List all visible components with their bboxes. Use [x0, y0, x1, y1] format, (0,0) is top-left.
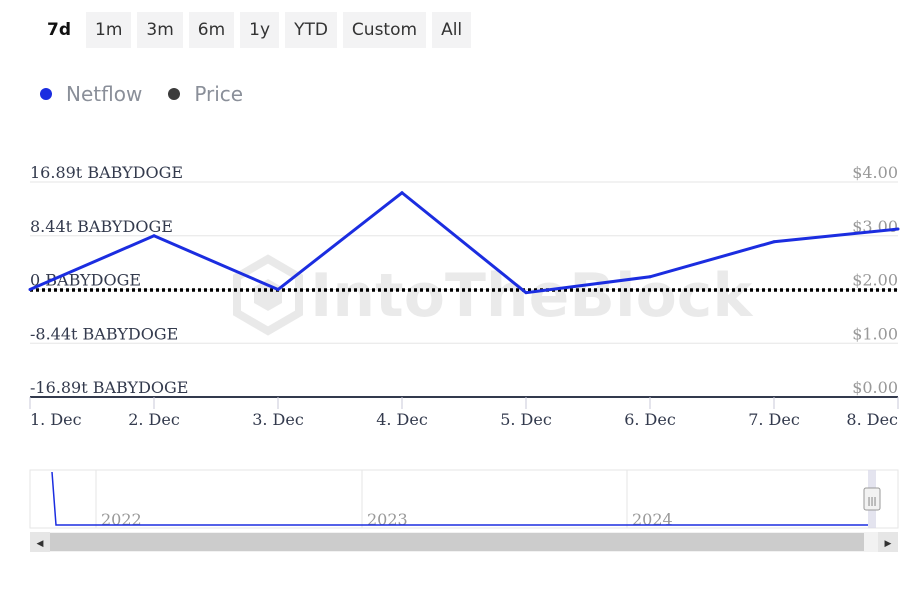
series-layer [28, 190, 900, 295]
x-tick-label: 2. Dec [128, 410, 180, 429]
range-button-7d[interactable]: 7d [38, 12, 80, 48]
legend-item-netflow[interactable]: Netflow [40, 82, 142, 106]
legend-marker-price [168, 88, 181, 100]
scroll-right-arrow-icon: ▶ [885, 539, 892, 549]
range-button-1m[interactable]: 1m [86, 12, 132, 48]
y-axis-left-labels: 16.89t BABYDOGE 8.44t BABYDOGE 0 BABYDOGE -… [30, 163, 188, 397]
scroll-right-button[interactable] [878, 532, 898, 552]
y-right-tick-label: $4.00 [852, 163, 898, 182]
legend-label-netflow: Netflow [66, 82, 143, 106]
netflow-chart: IntoTheBlock 16.89t BABYDOGE 8.44t BABYDO… [28, 163, 900, 429]
navigator-handle[interactable] [863, 487, 881, 511]
chart-legend: Netflow Price [40, 82, 243, 106]
netflow-line [29, 190, 899, 295]
legend-label-price: Price [194, 82, 244, 106]
scrollbar-thumb[interactable] [50, 533, 864, 551]
range-button-custom[interactable]: Custom [342, 12, 427, 48]
x-axis: 1. Dec 2. Dec 3. Dec 4. Dec 5. Dec 6. Dec 7. D… [29, 396, 899, 429]
navigator-frame [29, 469, 899, 529]
navigator-year-label: 2023 [367, 510, 408, 529]
watermark: IntoTheBlock [233, 254, 754, 336]
y-axis-right-labels: $4.00$3.00$2.00$1.00$0.00 [852, 163, 898, 397]
x-tick-label: 1. Dec [30, 410, 82, 429]
x-tick-label: 8. Dec [846, 410, 898, 429]
netflow-point [28, 288, 32, 291]
netflow-point [524, 291, 528, 295]
y-left-tick-label: 16.89t BABYDOGE [30, 163, 183, 182]
y-left-tick-label: -16.89t BABYDOGE [30, 378, 188, 397]
legend-marker-netflow [40, 88, 52, 100]
range-button-3m[interactable]: 3m [137, 12, 183, 48]
range-button-6m[interactable]: 6m [188, 12, 235, 48]
range-selector: 7d 1m 3m 6m 1y YTD Custom All [38, 12, 472, 48]
y-right-tick-label: $0.00 [852, 378, 898, 397]
x-tick-label: 6. Dec [624, 410, 676, 429]
range-button-ytd[interactable]: YTD [285, 12, 337, 48]
watermark-text: IntoTheBlock [310, 261, 754, 331]
navigator[interactable]: 2022 2023 2024 ||| ◀ ▶ [0, 460, 914, 560]
netflow-point [896, 227, 900, 231]
x-tick-label: 7. Dec [748, 410, 800, 429]
y-right-tick-label: $2.00 [852, 271, 898, 290]
y-left-tick-label: 0 BABYDOGE [30, 271, 141, 290]
range-button-all[interactable]: All [432, 12, 472, 48]
netflow-point [400, 191, 404, 195]
scroll-left-button[interactable] [30, 532, 50, 552]
netflow-point [276, 288, 280, 291]
legend-item-price[interactable]: Price [168, 82, 243, 106]
range-button-1y[interactable]: 1y [240, 12, 280, 48]
y-left-tick-label: -8.44t BABYDOGE [30, 324, 178, 343]
navigator-year-label: 2024 [632, 510, 673, 529]
navigator-series-line [51, 471, 868, 526]
watermark-logo [233, 254, 303, 336]
scroll-left-arrow-icon: ◀ [37, 539, 44, 549]
x-tick-label: 5. Dec [500, 410, 552, 429]
netflow-point [648, 275, 652, 279]
x-tick-label: 3. Dec [252, 410, 304, 429]
netflow-point [772, 240, 776, 244]
navigator-year-label: 2022 [101, 510, 142, 529]
y-right-tick-label: $1.00 [852, 324, 898, 343]
x-tick-label: 4. Dec [376, 410, 428, 429]
netflow-point [152, 234, 156, 238]
y-left-tick-label: 8.44t BABYDOGE [30, 217, 173, 236]
navigator-handle-grip: ||| [867, 497, 876, 507]
